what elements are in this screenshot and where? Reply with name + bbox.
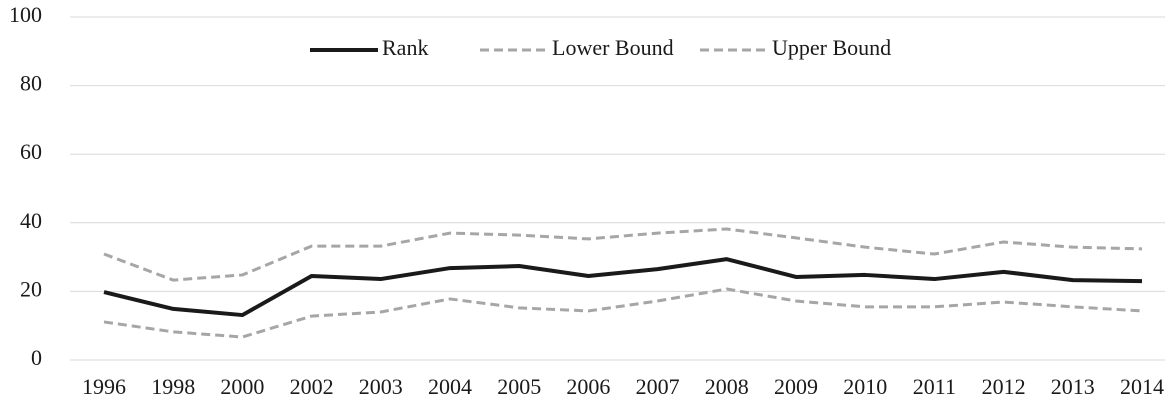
x-tick-label: 2005 [497,374,541,399]
series-line [103,287,1143,339]
x-tick-label: 1998 [151,374,195,399]
y-tick-label: 0 [31,345,42,370]
x-tick-label: 2002 [290,374,334,399]
x-tick-label: 1996 [82,374,126,399]
x-tick-label: 2008 [705,374,749,399]
x-tick-label: 2011 [913,374,956,399]
x-tick-label: 2007 [636,374,680,399]
x-tick-label: 2014 [1120,374,1164,399]
x-tick-label: 2004 [428,374,472,399]
y-tick-label: 80 [20,71,42,96]
legend-label: Rank [382,35,428,60]
x-tick-label: 2010 [843,374,887,399]
y-tick-label: 100 [9,2,42,27]
legend-label: Lower Bound [552,35,674,60]
x-tick-label: 2006 [566,374,610,399]
legend-label: Upper Bound [772,35,891,60]
x-tick-label: 2013 [1051,374,1095,399]
x-tick-label: 2003 [359,374,403,399]
y-tick-label: 20 [20,276,42,301]
y-tick-label: 60 [20,139,42,164]
x-tick-label: 2009 [774,374,818,399]
series-line [103,257,1143,318]
x-tick-label: 2000 [220,374,264,399]
y-tick-label: 40 [20,208,42,233]
x-tick-label: 2012 [982,374,1026,399]
